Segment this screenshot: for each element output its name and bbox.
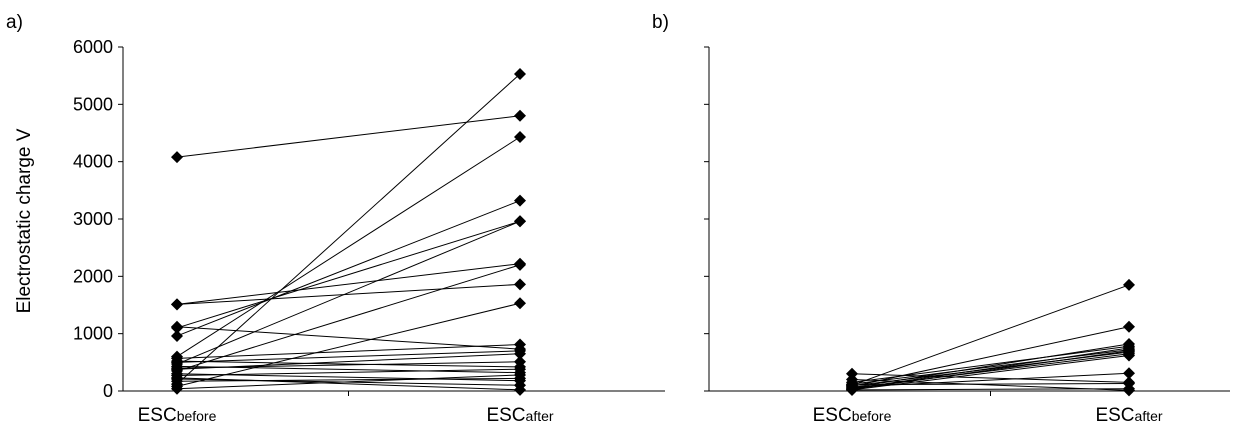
series-line (176, 283, 521, 305)
y-tick-label: 4000 (73, 152, 113, 172)
series-line (851, 373, 1130, 383)
series-23 (171, 368, 526, 395)
x-category-label: ESCafter (1095, 405, 1162, 426)
series-7 (171, 131, 526, 363)
data-point-marker (171, 298, 183, 311)
series-line (851, 379, 1130, 391)
series-line (851, 345, 1130, 383)
data-point-marker (1123, 367, 1135, 380)
panel-b-x-categories: ESCbefore ESCafter (813, 405, 1163, 426)
x-category-sub: after (526, 408, 554, 424)
series-7 (846, 344, 1135, 396)
series-line (851, 351, 1130, 387)
data-point-marker (171, 151, 183, 164)
data-point-marker (514, 258, 526, 271)
data-point-marker (514, 194, 526, 207)
series-line (176, 220, 521, 329)
y-tick-label: 3000 (73, 209, 113, 229)
series-21 (171, 67, 526, 391)
y-tick-label: 2000 (73, 266, 113, 286)
x-category-main: ESC (486, 405, 525, 426)
data-point-marker (514, 368, 526, 381)
series-1 (171, 109, 526, 164)
series-line (176, 360, 521, 368)
data-point-marker (514, 379, 526, 392)
panel-b-label: b) (652, 12, 669, 33)
y-tick-label: 6000 (73, 37, 113, 57)
data-point-marker (171, 329, 183, 342)
series-line (176, 73, 521, 385)
series-2 (171, 257, 526, 311)
panel-b-series (846, 278, 1135, 397)
x-category-label: ESCbefore (813, 405, 892, 426)
series-line (176, 350, 521, 363)
y-tick-label: 0 (103, 381, 113, 401)
panel-a-x-categories: ESCbefore ESCafter (138, 405, 554, 426)
data-point-marker (1123, 320, 1135, 333)
series-line (176, 377, 521, 382)
x-category-main: ESC (1095, 405, 1134, 426)
data-point-marker (514, 215, 526, 228)
series-line (176, 115, 521, 158)
series-15 (846, 373, 1135, 397)
x-category-label: ESCafter (486, 405, 553, 426)
x-category-main: ESC (138, 405, 177, 426)
series-line (851, 353, 1130, 389)
data-point-marker (846, 373, 858, 386)
data-point-marker (1123, 278, 1135, 291)
data-point-marker (171, 382, 183, 395)
panel-a-series (171, 67, 526, 396)
data-point-marker (846, 383, 858, 396)
series-3 (171, 278, 526, 311)
data-point-marker (514, 347, 526, 360)
panel-a: a) Electrostatic charge V 0 1000 2000 3000 4… (6, 12, 665, 426)
y-axis-title: Electrostatic charge V (14, 128, 35, 313)
series-line (176, 263, 521, 305)
series-line (176, 200, 521, 337)
series-line (176, 326, 521, 350)
data-point-marker (514, 109, 526, 122)
series-line (176, 136, 521, 358)
series-5 (171, 215, 526, 334)
data-point-marker (1123, 384, 1135, 397)
series-15 (171, 258, 526, 377)
series-line (176, 368, 521, 377)
data-point-marker (514, 278, 526, 291)
data-point-marker (514, 355, 526, 368)
x-category-main: ESC (813, 405, 852, 426)
panel-a-y-ticks: 0 1000 2000 3000 4000 5000 6000 (73, 37, 349, 401)
data-point-marker (514, 338, 526, 351)
data-point-marker (514, 131, 526, 144)
series-line (851, 383, 1130, 386)
data-point-marker (514, 297, 526, 310)
series-line (851, 349, 1130, 385)
panel-a-label: a) (6, 12, 23, 33)
panel-b-y-ticks (704, 46, 991, 396)
data-point-marker (514, 67, 526, 80)
data-point-marker (171, 321, 183, 334)
x-category-sub: before (852, 408, 892, 424)
y-tick-label: 1000 (73, 324, 113, 344)
y-tick-label: 5000 (73, 94, 113, 114)
panel-b: b) ESCbefore ESCafter (652, 12, 1230, 426)
series-line (176, 353, 521, 370)
data-point-marker (1123, 349, 1135, 362)
series-line (176, 344, 521, 359)
series-line (176, 374, 521, 390)
series-line (176, 302, 521, 387)
x-category-sub: after (1135, 408, 1163, 424)
x-category-sub: before (177, 408, 217, 424)
x-category-label: ESCbefore (138, 405, 217, 426)
series-6 (171, 194, 526, 342)
series-line (851, 284, 1130, 386)
series-line (176, 264, 521, 372)
series-line (176, 220, 521, 365)
